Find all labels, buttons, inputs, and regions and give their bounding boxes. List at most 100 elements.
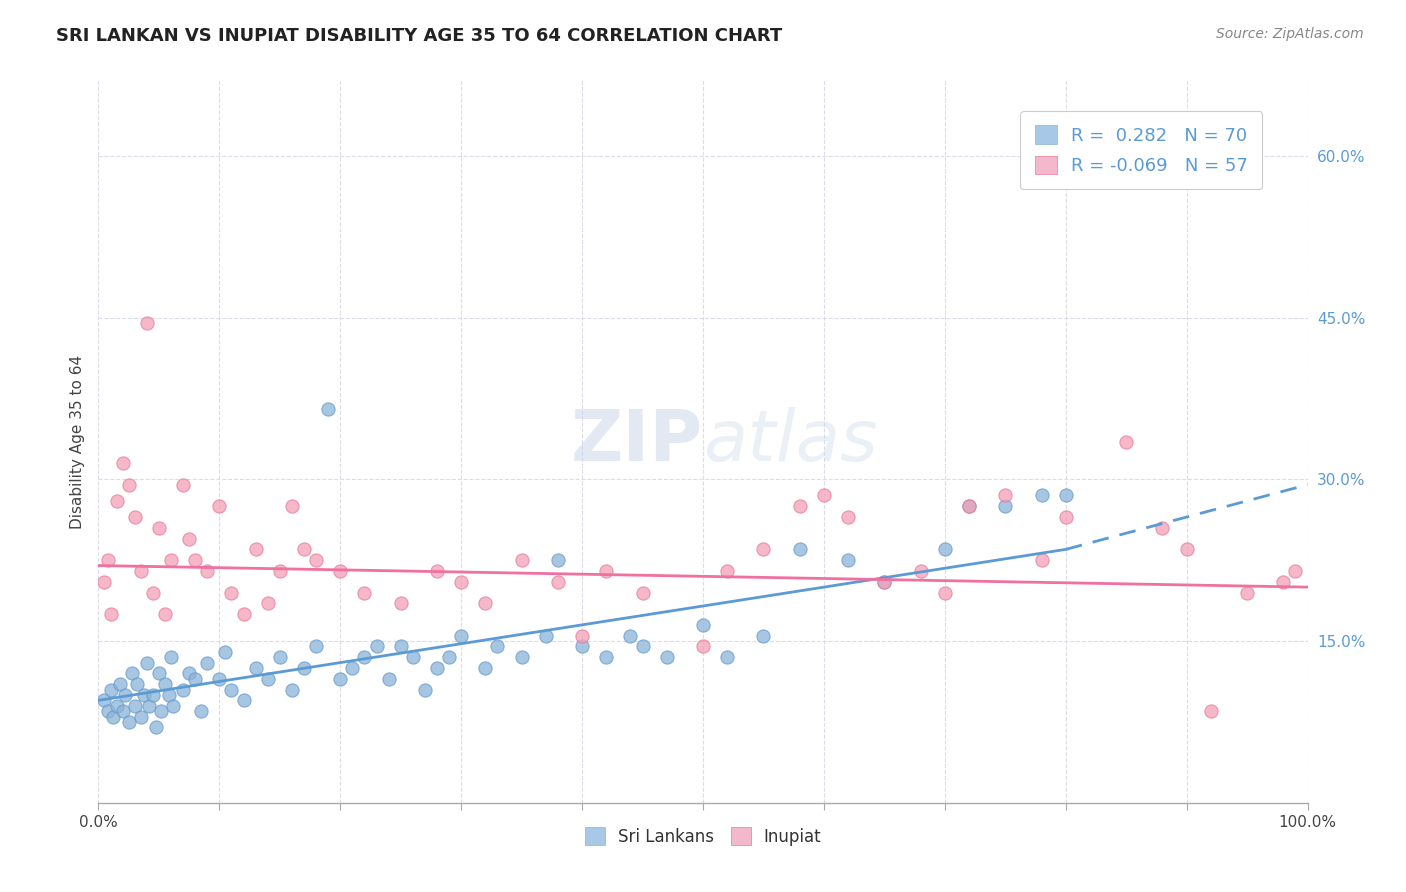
Y-axis label: Disability Age 35 to 64: Disability Age 35 to 64	[69, 354, 84, 529]
Point	[162, 698, 184, 713]
Point	[994, 500, 1017, 514]
Point	[450, 629, 472, 643]
Point	[595, 564, 617, 578]
Point	[377, 672, 399, 686]
Point	[450, 574, 472, 589]
Point	[329, 672, 352, 686]
Point	[160, 650, 183, 665]
Point	[692, 618, 714, 632]
Point	[97, 704, 120, 718]
Point	[474, 596, 496, 610]
Point	[619, 629, 641, 643]
Point	[172, 682, 194, 697]
Point	[208, 672, 231, 686]
Point	[232, 693, 254, 707]
Point	[873, 574, 896, 589]
Point	[547, 553, 569, 567]
Point	[789, 542, 811, 557]
Point	[752, 542, 775, 557]
Point	[160, 553, 183, 567]
Text: SRI LANKAN VS INUPIAT DISABILITY AGE 35 TO 64 CORRELATION CHART: SRI LANKAN VS INUPIAT DISABILITY AGE 35 …	[56, 27, 783, 45]
Point	[595, 650, 617, 665]
Point	[353, 585, 375, 599]
Point	[873, 574, 896, 589]
Point	[1054, 510, 1077, 524]
Point	[97, 553, 120, 567]
Point	[957, 500, 980, 514]
Point	[114, 688, 136, 702]
Point	[245, 661, 267, 675]
Point	[148, 666, 170, 681]
Point	[957, 500, 980, 514]
Point	[316, 402, 339, 417]
Point	[342, 661, 364, 675]
Point	[994, 488, 1017, 502]
Point	[121, 666, 143, 681]
Point	[157, 688, 180, 702]
Point	[1236, 585, 1258, 599]
Point	[179, 532, 201, 546]
Point	[129, 564, 152, 578]
Point	[214, 645, 236, 659]
Point	[221, 682, 243, 697]
Point	[118, 714, 141, 729]
Point	[389, 640, 412, 654]
Point	[153, 607, 176, 621]
Point	[1031, 488, 1053, 502]
Point	[1054, 488, 1077, 502]
Point	[752, 629, 775, 643]
Point	[292, 542, 315, 557]
Point	[1031, 553, 1053, 567]
Point	[571, 629, 593, 643]
Text: atlas: atlas	[703, 407, 877, 476]
Point	[329, 564, 352, 578]
Point	[1199, 704, 1222, 718]
Point	[692, 640, 714, 654]
Point	[111, 704, 134, 718]
Point	[105, 698, 128, 713]
Point	[221, 585, 243, 599]
Point	[426, 661, 449, 675]
Point	[142, 585, 165, 599]
Point	[716, 564, 738, 578]
Legend: Sri Lankans, Inupiat: Sri Lankans, Inupiat	[578, 821, 828, 852]
Point	[256, 672, 278, 686]
Point	[195, 564, 218, 578]
Point	[134, 688, 156, 702]
Point	[474, 661, 496, 675]
Point	[135, 316, 157, 330]
Point	[100, 607, 122, 621]
Point	[389, 596, 412, 610]
Point	[934, 542, 956, 557]
Point	[292, 661, 315, 675]
Point	[138, 698, 160, 713]
Point	[269, 564, 291, 578]
Point	[118, 477, 141, 491]
Point	[127, 677, 149, 691]
Point	[305, 640, 328, 654]
Point	[655, 650, 678, 665]
Point	[195, 656, 218, 670]
Point	[269, 650, 291, 665]
Point	[172, 477, 194, 491]
Point	[208, 500, 231, 514]
Point	[232, 607, 254, 621]
Point	[437, 650, 460, 665]
Point	[129, 709, 152, 723]
Point	[426, 564, 449, 578]
Point	[256, 596, 278, 610]
Point	[934, 585, 956, 599]
Point	[571, 640, 593, 654]
Point	[1284, 564, 1306, 578]
Point	[413, 682, 436, 697]
Point	[93, 574, 115, 589]
Point	[153, 677, 176, 691]
Point	[184, 553, 207, 567]
Point	[631, 585, 654, 599]
Point	[402, 650, 425, 665]
Point	[190, 704, 212, 718]
Point	[534, 629, 557, 643]
Point	[789, 500, 811, 514]
Point	[93, 693, 115, 707]
Point	[510, 553, 533, 567]
